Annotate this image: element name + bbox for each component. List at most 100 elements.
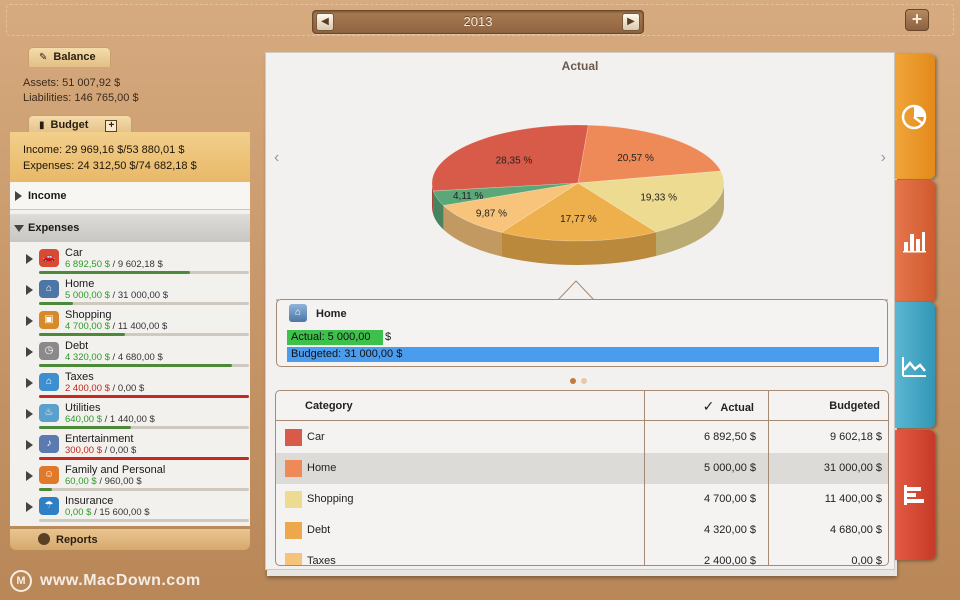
bar-chart-tab[interactable]: [895, 180, 935, 302]
expense-budgeted: / 960,00 $: [99, 476, 142, 487]
expense-progress-bar: [39, 488, 249, 491]
disclosure-triangle-icon[interactable]: [14, 225, 24, 232]
category-color-swatch: [285, 460, 302, 477]
expense-progress-fill: [39, 395, 249, 398]
reports-tab[interactable]: Reports: [10, 528, 250, 550]
expense-item[interactable]: ☺ Family and Personal 60,00 $ / 960,00 $: [10, 461, 250, 492]
disclosure-triangle-icon[interactable]: [26, 285, 33, 295]
disclosure-triangle-icon[interactable]: [15, 191, 22, 201]
expense-name: Taxes: [65, 371, 94, 383]
pie-slice[interactable]: [442, 182, 579, 233]
disclosure-triangle-icon[interactable]: [26, 378, 33, 388]
category-actual: 4 320,00 $: [704, 524, 756, 536]
budget-expenses: Expenses: 24 312,50 $/74 682,18 $: [23, 160, 197, 172]
category-table: Category ✓ Actual Budgeted Car 6 892,50 $ 9…: [275, 390, 889, 566]
expense-item[interactable]: ☂ Insurance 0,00 $ / 15 600,00 $: [10, 492, 250, 523]
pie-slice[interactable]: [433, 182, 579, 206]
expense-progress-bar: [39, 302, 249, 305]
line-chart-tab[interactable]: [895, 302, 935, 428]
table-row[interactable]: Taxes 2 400,00 $ 0,00 $: [276, 546, 888, 566]
category-name: Debt: [307, 524, 331, 536]
budget-panel: Income: 29 969,16 $/53 880,01 $ Expenses…: [10, 132, 250, 182]
disclosure-triangle-icon[interactable]: [26, 254, 33, 264]
expense-progress-fill: [39, 364, 233, 367]
add-button[interactable]: +: [905, 9, 929, 31]
disclosure-triangle-icon[interactable]: [26, 440, 33, 450]
disclosure-triangle-icon[interactable]: [26, 409, 33, 419]
pie-slice[interactable]: [577, 124, 722, 184]
pie-chart[interactable]: 28,35 % 20,57 % 19,33 % 17,77 % 9,87 % 4,11 %: [266, 53, 895, 303]
disclosure-triangle-icon[interactable]: [26, 316, 33, 326]
expense-budgeted: / 0,00 $: [104, 445, 137, 456]
category-budgeted: 9 602,18 $: [830, 431, 882, 443]
expense-budgeted: / 4 680,00 $: [112, 352, 163, 363]
budgeted-bar: Budgeted: 31 000,00 $: [287, 347, 879, 362]
column-divider: [768, 421, 769, 565]
table-row[interactable]: Shopping 4 700,00 $ 11 400,00 $: [276, 484, 888, 515]
expense-actual: 60,00 $: [65, 476, 97, 487]
income-group[interactable]: Income: [10, 182, 250, 210]
category-actual: 6 892,50 $: [704, 431, 756, 443]
expense-progress-fill: [39, 333, 126, 336]
expense-item[interactable]: ▣ Shopping 4 700,00 $ / 11 400,00 $: [10, 306, 250, 337]
previous-year-button[interactable]: ◀: [316, 13, 334, 31]
category-name: Shopping: [307, 493, 354, 505]
pie-slice[interactable]: [500, 182, 657, 242]
expense-progress-bar: [39, 271, 249, 274]
budget-tab[interactable]: ▮ Budget +: [28, 115, 133, 135]
car-icon: 🚗: [39, 249, 59, 267]
add-budget-button[interactable]: +: [105, 120, 118, 132]
pie-slice-label: 17,77 %: [560, 214, 597, 225]
expenses-group[interactable]: Expenses: [10, 214, 250, 242]
pie-slice-label: 9,87 %: [476, 208, 507, 219]
disclosure-triangle-icon[interactable]: [26, 347, 33, 357]
expense-item[interactable]: ◷ Debt 4 320,00 $ / 4 680,00 $: [10, 337, 250, 368]
expense-name: Entertainment: [65, 433, 134, 445]
column-header-actual[interactable]: ✓ Actual: [644, 391, 768, 421]
expense-progress-fill: [39, 426, 132, 429]
house-icon: ⌂: [289, 304, 307, 322]
expense-actual: 4 320,00 $: [65, 352, 110, 363]
disclosure-triangle-icon[interactable]: [26, 471, 33, 481]
detail-title: Home: [316, 308, 347, 320]
category-actual: 5 000,00 $: [704, 462, 756, 474]
category-name: Car: [307, 431, 325, 443]
year-selector: ◀ 2013 ▶: [312, 10, 644, 34]
pie-chart-tab[interactable]: [895, 54, 935, 179]
pie-slice-side: [443, 205, 502, 257]
table-row[interactable]: Debt 4 320,00 $ 4 680,00 $: [276, 515, 888, 546]
column-header-budgeted[interactable]: Budgeted: [768, 391, 888, 421]
expense-progress-bar: [39, 457, 249, 460]
expense-item[interactable]: ♨ Utilities 640,00 $ / 1 440,00 $: [10, 399, 250, 430]
pie-slice-side: [501, 232, 657, 265]
column-header-actual-label: Actual: [720, 402, 754, 414]
pie-slice-label: 28,35 %: [496, 155, 533, 166]
next-year-button[interactable]: ▶: [622, 13, 640, 31]
expense-item[interactable]: 🚗 Car 6 892,50 $ / 9 602,18 $: [10, 244, 250, 275]
pie-slice[interactable]: [431, 124, 589, 192]
income-group-label: Income: [28, 190, 67, 202]
page-dot-active[interactable]: [570, 378, 576, 384]
category-budgeted: 0,00 $: [851, 555, 882, 566]
page-dot[interactable]: [581, 378, 587, 384]
pie-slice-side: [656, 183, 724, 257]
horizontal-bar-tab[interactable]: [895, 430, 935, 560]
expense-values: 6 892,50 $ / 9 602,18 $: [65, 259, 163, 270]
expense-values: 2 400,00 $ / 0,00 $: [65, 383, 144, 394]
balance-tab[interactable]: ✎ Balance: [28, 47, 111, 67]
table-row[interactable]: Car 6 892,50 $ 9 602,18 $: [276, 422, 888, 453]
column-header-category[interactable]: Category: [276, 391, 644, 421]
expense-values: 0,00 $ / 15 600,00 $: [65, 507, 150, 518]
expense-progress-bar: [39, 519, 249, 522]
category-detail-popover: ⌂ Home Actual: 5 000,00 $ Budgeted: 31 0…: [276, 299, 888, 367]
chevron-left-icon[interactable]: ‹: [274, 149, 280, 166]
expense-item[interactable]: ⌂ Home 5 000,00 $ / 31 000,00 $: [10, 275, 250, 306]
expense-item[interactable]: ⌂ Taxes 2 400,00 $ / 0,00 $: [10, 368, 250, 399]
expense-item[interactable]: ♪ Entertainment 300,00 $ / 0,00 $: [10, 430, 250, 461]
chevron-right-icon[interactable]: ›: [880, 149, 886, 166]
table-row[interactable]: Home 5 000,00 $ 31 000,00 $: [276, 453, 888, 484]
disclosure-triangle-icon[interactable]: [26, 502, 33, 512]
expense-name: Shopping: [65, 309, 112, 321]
expense-name: Debt: [65, 340, 89, 352]
pie-slice[interactable]: [577, 170, 725, 233]
